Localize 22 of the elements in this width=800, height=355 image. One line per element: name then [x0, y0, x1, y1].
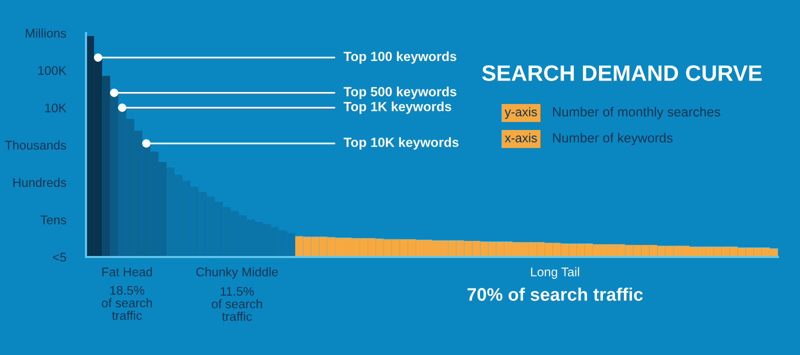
- x-axis-title: Number of keywords: [553, 132, 673, 146]
- y-tick-label: Hundreds: [13, 178, 66, 187]
- y-tick-label: <5: [52, 252, 66, 262]
- annotation: Top 10K keywords: [344, 137, 459, 150]
- text: 11.5% of search traffic: [212, 287, 262, 321]
- annotation: y-axis: [504, 107, 537, 119]
- y-tick-label: 10K: [45, 103, 66, 112]
- annotation: Top 500 keywords: [344, 86, 456, 99]
- text: Long Tail: [531, 267, 580, 279]
- y-tick-label: 100K: [38, 66, 66, 75]
- text: Chunky Middle: [196, 267, 278, 279]
- annotation: x-axis: [504, 133, 537, 142]
- text: Fat Head: [102, 267, 152, 276]
- y-tick-label: Tens: [40, 216, 66, 224]
- y-axis-title: Number of monthly searches: [553, 106, 720, 120]
- text: 18.5% of search traffic: [102, 286, 152, 320]
- annotation: Top 100 keywords: [344, 51, 456, 64]
- annotation: Top 1K keywords: [344, 102, 452, 114]
- text: 70% of search traffic: [467, 288, 643, 301]
- text: SEARCH DEMAND CURVE: [482, 65, 762, 81]
- y-tick-label: Millions: [26, 28, 66, 38]
- y-tick-label: Thousands: [4, 140, 66, 150]
